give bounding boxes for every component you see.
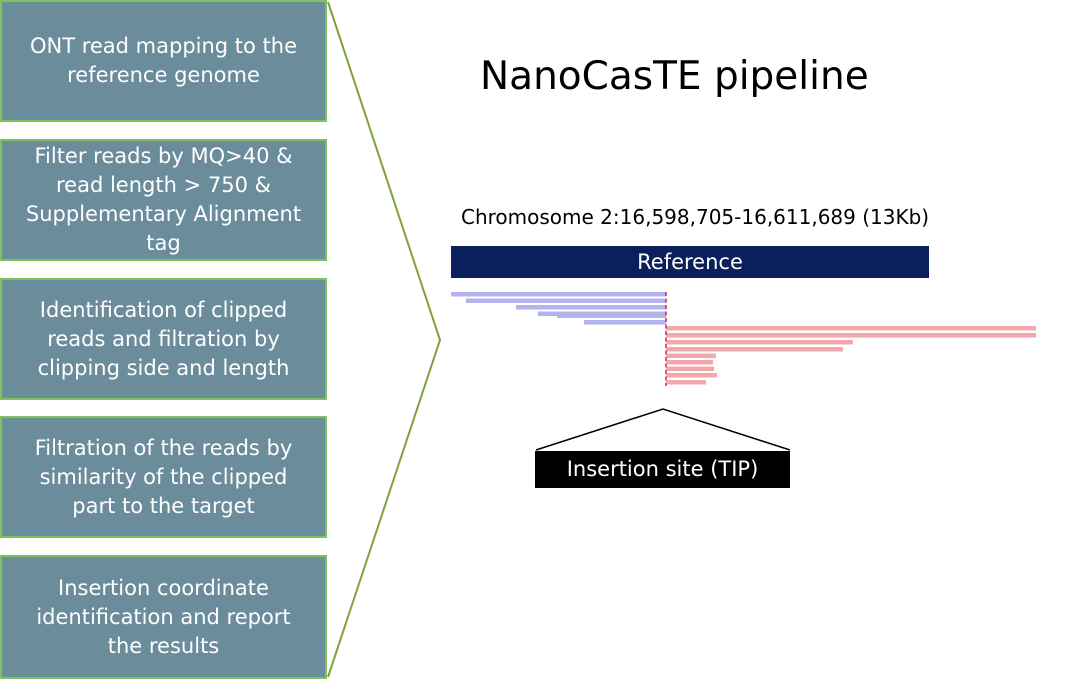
pipeline-step-3: Identification of clipped reads and filt… <box>0 278 327 400</box>
pipeline-step-5: Insertion coordinate identification and … <box>0 555 327 679</box>
pipeline-step-4-label: Filtration of the reads by similarity of… <box>34 435 293 518</box>
pipeline-step-2-label: Filter reads by MQ>40 & read length > 75… <box>25 144 302 255</box>
right-read <box>666 340 853 345</box>
pipeline-step-2: Filter reads by MQ>40 & read length > 75… <box>0 139 327 261</box>
pipeline-step-5-label: Insertion coordinate identification and … <box>36 575 291 658</box>
reference-bar: Reference <box>451 246 929 278</box>
pipeline-step-1-label: ONT read mapping to the reference genome <box>29 34 298 87</box>
right-read <box>666 373 717 378</box>
right-read <box>666 333 1036 338</box>
diagram-title: NanoCasTE pipeline <box>480 54 869 99</box>
right-read <box>666 347 843 352</box>
left-read <box>557 313 666 318</box>
pipeline-step-4: Filtration of the reads by similarity of… <box>0 416 327 538</box>
pipeline-step-3-label: Identification of clipped reads and filt… <box>37 297 290 380</box>
right-read <box>666 360 713 365</box>
insertion-site-label: Insertion site (TIP) <box>535 451 790 488</box>
left-read <box>584 320 666 325</box>
left-read <box>516 305 666 310</box>
pipeline-step-1: ONT read mapping to the reference genome <box>0 0 327 122</box>
right-read <box>666 380 706 385</box>
right-read <box>666 353 716 358</box>
right-read <box>666 326 1036 331</box>
left-read <box>466 298 666 303</box>
right-read <box>666 366 714 371</box>
locus-coordinates: Chromosome 2:16,598,705-16,611,689 (13Kb… <box>461 205 930 229</box>
insertion-callout <box>535 408 791 451</box>
left-read <box>451 292 666 297</box>
left-clipped-reads <box>451 292 666 325</box>
right-clipped-reads <box>666 326 1036 385</box>
